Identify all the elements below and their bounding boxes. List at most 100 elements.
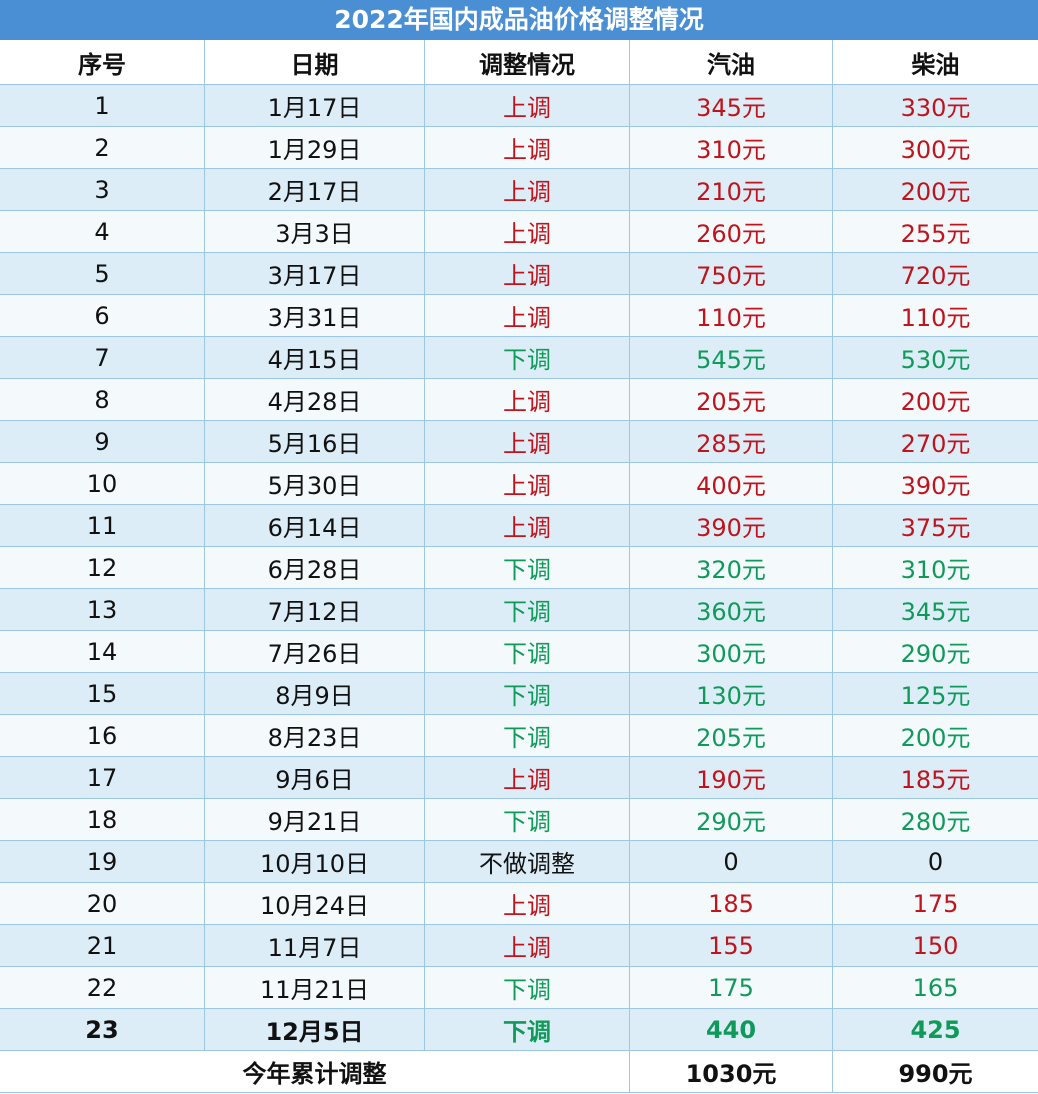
table-cell: 210元 (630, 169, 833, 210)
table-cell: 1月17日 (205, 85, 425, 126)
table-cell: 4月28日 (205, 379, 425, 420)
table-cell: 6月28日 (205, 547, 425, 588)
table-cell: 下调 (425, 589, 630, 630)
table-cell: 7月12日 (205, 589, 425, 630)
table-cell: 720元 (900, 262, 971, 290)
table-row: 10 5月30日 上调 400元 390元 (0, 463, 1038, 505)
footer-cell: 990元 (898, 1060, 973, 1088)
table-cell: 285元 (630, 421, 833, 462)
footer-cell: 今年累计调整 (0, 1051, 630, 1092)
table-cell: 16 (0, 715, 205, 756)
table-cell: 3月31日 (205, 295, 425, 336)
table-row: 13 7月12日 下调 360元 345元 (0, 589, 1038, 631)
table-cell: 8月9日 (205, 673, 425, 714)
table-cell: 上调 (425, 253, 630, 294)
table-cell: 290元 (900, 640, 971, 668)
table-cell: 440 (630, 1009, 833, 1050)
footer-cell: 1030元 (630, 1051, 833, 1092)
table-cell: 4 (0, 211, 205, 252)
table-cell: 1月29日 (205, 127, 425, 168)
table-row: 8 4月28日 上调 205元 200元 (0, 379, 1038, 421)
table-cell: 11月7日 (205, 925, 425, 966)
table-cell: 185元 (900, 766, 971, 794)
table-row: 20 10月24日 上调 185 175 (0, 883, 1038, 925)
table-cell: 400元 (630, 463, 833, 504)
table-cell: 0 (927, 847, 944, 876)
table-cell: 200元 (900, 724, 971, 752)
table-cell: 330元 (900, 94, 971, 122)
table-row: 7 4月15日 下调 545元 530元 (0, 337, 1038, 379)
table-cell: 9月21日 (205, 799, 425, 840)
table-cell: 3月3日 (205, 211, 425, 252)
table-row: 16 8月23日 下调 205元 200元 (0, 715, 1038, 757)
table-cell: 1 (0, 85, 205, 126)
table-cell: 18 (0, 799, 205, 840)
table-cell: 320元 (630, 547, 833, 588)
table-cell: 310元 (630, 127, 833, 168)
table-cell: 7月26日 (205, 631, 425, 672)
footer-row: 今年累计调整 1030元 990元 (0, 1051, 1038, 1093)
table-cell: 5月16日 (205, 421, 425, 462)
table-cell: 290元 (630, 799, 833, 840)
table-cell: 下调 (425, 967, 630, 1008)
table-cell: 5月30日 (205, 463, 425, 504)
table-cell: 2月17日 (205, 169, 425, 210)
table-cell: 150 (912, 931, 959, 960)
table-cell: 125元 (900, 682, 971, 710)
table-cell: 750元 (630, 253, 833, 294)
table-cell: 0 (630, 841, 833, 882)
table-cell: 8 (0, 379, 205, 420)
table-cell: 10月24日 (205, 883, 425, 924)
table-cell: 155 (630, 925, 833, 966)
table-cell: 260元 (630, 211, 833, 252)
table-cell: 280元 (900, 808, 971, 836)
table-cell: 530元 (900, 346, 971, 374)
table-cell: 345元 (630, 85, 833, 126)
table-cell: 390元 (900, 472, 971, 500)
table-cell: 上调 (425, 127, 630, 168)
table-row: 12 6月28日 下调 320元 310元 (0, 547, 1038, 589)
table-cell: 20 (0, 883, 205, 924)
table-cell: 300元 (900, 136, 971, 164)
table-row: 14 7月26日 下调 300元 290元 (0, 631, 1038, 673)
table-cell: 360元 (630, 589, 833, 630)
table-cell: 205元 (630, 379, 833, 420)
table-cell: 17 (0, 757, 205, 798)
table-cell: 6 (0, 295, 205, 336)
table-row: 9 5月16日 上调 285元 270元 (0, 421, 1038, 463)
table-cell: 175 (912, 889, 959, 918)
table-row: 21 11月7日 上调 155 150 (0, 925, 1038, 967)
table-cell: 上调 (425, 757, 630, 798)
table: 序号 日期 调整情况 汽油 柴油 1 1月17日 上调 345元 330元 2 1月29日 上调 310元… (0, 40, 1038, 1093)
table-cell: 上调 (425, 421, 630, 462)
table-cell: 300元 (630, 631, 833, 672)
header-cell: 日期 (205, 40, 425, 84)
table-cell: 175 (630, 967, 833, 1008)
table-cell: 23 (0, 1009, 205, 1050)
table-cell: 下调 (425, 337, 630, 378)
table-cell: 上调 (425, 85, 630, 126)
header-cell: 序号 (0, 40, 205, 84)
table-cell: 185 (630, 883, 833, 924)
table-cell: 425 (910, 1015, 961, 1044)
table-cell: 12 (0, 547, 205, 588)
header-row: 序号 日期 调整情况 汽油 柴油 (0, 40, 1038, 85)
table-cell: 11 (0, 505, 205, 546)
table-cell: 7 (0, 337, 205, 378)
table-cell: 14 (0, 631, 205, 672)
table-row: 17 9月6日 上调 190元 185元 (0, 757, 1038, 799)
table-cell: 4月15日 (205, 337, 425, 378)
table-cell: 310元 (900, 556, 971, 584)
table-cell: 200元 (900, 388, 971, 416)
table-row: 19 10月10日 不做调整 0 0 (0, 841, 1038, 883)
table-cell: 10 (0, 463, 205, 504)
table-cell: 255元 (900, 220, 971, 248)
table-cell: 9 (0, 421, 205, 462)
table-cell: 110元 (630, 295, 833, 336)
table-cell: 270元 (900, 430, 971, 458)
table-cell: 110元 (900, 304, 971, 332)
table-row: 22 11月21日 下调 175 165 (0, 967, 1038, 1009)
table-row: 18 9月21日 下调 290元 280元 (0, 799, 1038, 841)
table-cell: 130元 (630, 673, 833, 714)
